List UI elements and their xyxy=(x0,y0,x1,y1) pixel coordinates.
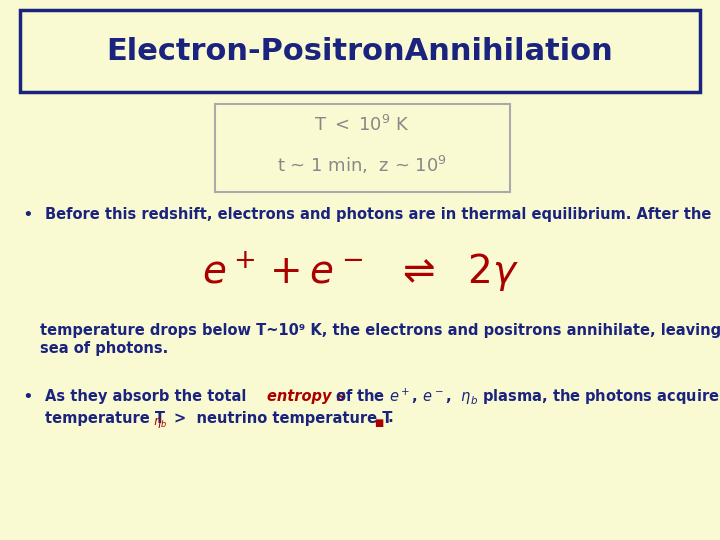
Text: As they absorb the total: As they absorb the total xyxy=(45,389,256,404)
Text: •: • xyxy=(22,388,32,406)
Text: of the $e^+$, $e^-$,  $\eta_b$ plasma, the photons acquire a: of the $e^+$, $e^-$, $\eta_b$ plasma, th… xyxy=(330,387,720,407)
FancyBboxPatch shape xyxy=(20,10,700,92)
Text: •: • xyxy=(22,206,32,224)
Text: temperature drops below T~10⁹ K, the electrons and positrons annihilate, leaving: temperature drops below T~10⁹ K, the ele… xyxy=(40,322,720,338)
Text: $e^+ + e^-$  $\rightleftharpoons$  $2\gamma$: $e^+ + e^-$ $\rightleftharpoons$ $2\gamm… xyxy=(202,250,518,294)
Text: T $<$ 10$^9$ K: T $<$ 10$^9$ K xyxy=(314,115,410,135)
Text: entropy s: entropy s xyxy=(267,389,346,404)
Text: temperature T: temperature T xyxy=(45,410,165,426)
Text: sea of photons.: sea of photons. xyxy=(40,341,168,355)
Text: Electron-PositronAnnihilation: Electron-PositronAnnihilation xyxy=(107,37,613,65)
Text: Before this redshift, electrons and photons are in thermal equilibrium. After th: Before this redshift, electrons and phot… xyxy=(45,207,711,222)
Text: >  neutrino temperature T: > neutrino temperature T xyxy=(174,410,392,426)
Text: t ~ 1 min,  z ~ 10$^9$: t ~ 1 min, z ~ 10$^9$ xyxy=(277,154,447,176)
FancyBboxPatch shape xyxy=(215,104,510,192)
Text: .: . xyxy=(383,410,394,426)
Text: $\eta_b$: $\eta_b$ xyxy=(153,416,167,430)
Text: ■: ■ xyxy=(374,418,383,428)
